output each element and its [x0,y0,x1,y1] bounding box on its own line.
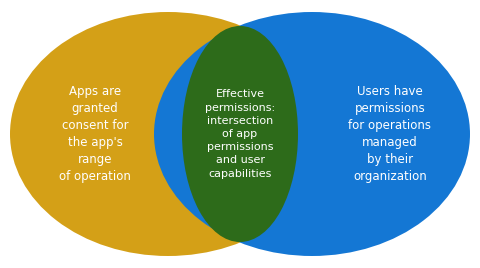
Ellipse shape [10,12,326,256]
Text: Users have
permissions
for operations
managed
by their
organization: Users have permissions for operations ma… [348,85,432,183]
Ellipse shape [182,26,298,242]
Text: Apps are
granted
consent for
the app's
range
of operation: Apps are granted consent for the app's r… [59,85,131,183]
Ellipse shape [154,12,470,256]
Text: Effective
permissions:
intersection
of app
permissions
and user
capabilities: Effective permissions: intersection of a… [205,90,275,178]
